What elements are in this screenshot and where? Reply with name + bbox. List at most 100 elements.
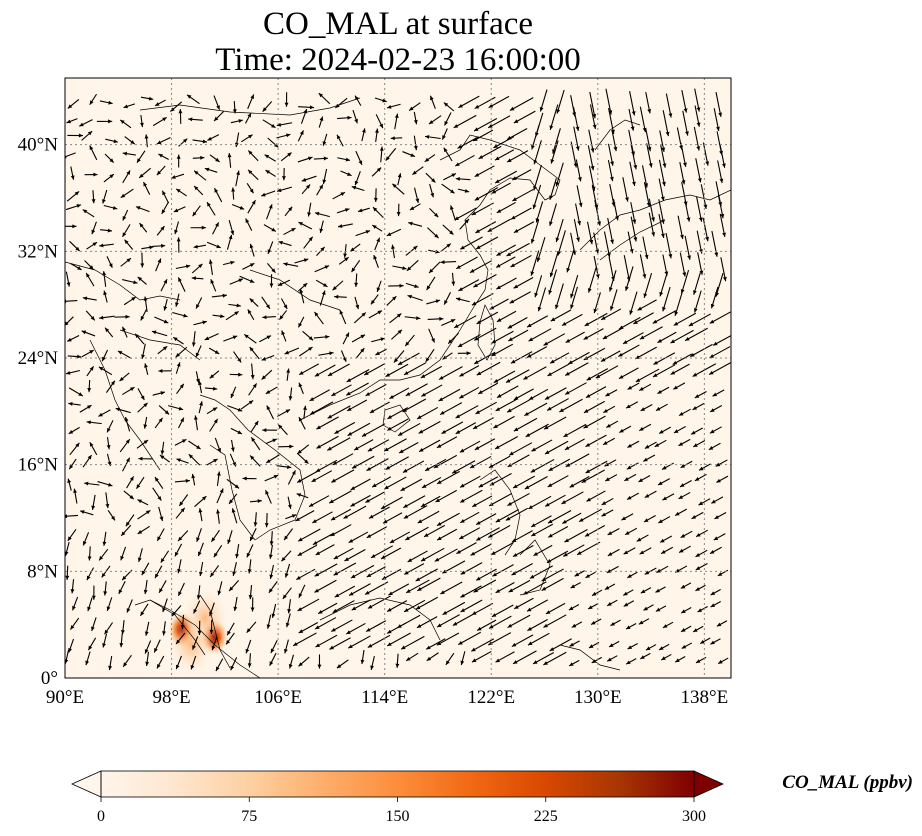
wind-arrow bbox=[120, 188, 134, 199]
wind-arrow bbox=[191, 331, 196, 347]
wind-arrow bbox=[475, 513, 497, 526]
wind-arrow bbox=[476, 361, 501, 376]
wind-arrow bbox=[680, 625, 692, 633]
wind-arrow bbox=[246, 183, 254, 194]
wind-arrow bbox=[624, 473, 637, 482]
wind-arrow bbox=[470, 543, 492, 556]
wind-arrow bbox=[138, 456, 153, 461]
wind-arrow bbox=[395, 653, 400, 668]
wind-arrow bbox=[392, 183, 405, 195]
wind-arrow bbox=[230, 386, 237, 399]
wind-arrow bbox=[212, 314, 225, 319]
wind-arrow bbox=[453, 114, 477, 129]
wind-arrow bbox=[72, 596, 79, 611]
wind-arrow bbox=[665, 93, 673, 118]
wind-arrow bbox=[365, 491, 385, 503]
wind-arrow bbox=[583, 328, 604, 341]
wind-arrow bbox=[653, 352, 676, 365]
wind-arrow bbox=[120, 524, 132, 537]
wind-arrow bbox=[403, 599, 426, 613]
wind-arrow bbox=[386, 228, 402, 237]
wind-arrow bbox=[623, 255, 631, 282]
wind-arrow bbox=[425, 638, 446, 650]
wind-arrow bbox=[507, 317, 528, 329]
wind-arrow bbox=[585, 571, 596, 579]
wind-arrow bbox=[168, 405, 184, 411]
wind-arrow bbox=[496, 201, 516, 214]
wind-arrow bbox=[206, 241, 221, 249]
wind-arrow bbox=[65, 649, 70, 664]
wind-arrow bbox=[409, 203, 421, 211]
wind-arrow bbox=[249, 527, 257, 542]
wind-arrow bbox=[455, 176, 471, 181]
wind-arrow bbox=[527, 632, 550, 646]
wind-arrow bbox=[144, 134, 149, 148]
wind-arrow bbox=[361, 423, 386, 437]
wind-arrow bbox=[442, 601, 466, 616]
wind-arrow bbox=[682, 110, 689, 136]
wind-arrow bbox=[628, 129, 636, 156]
wind-arrow bbox=[716, 475, 729, 483]
wind-arrow bbox=[449, 205, 457, 221]
wind-arrow bbox=[314, 364, 336, 377]
wind-arrow bbox=[86, 567, 95, 581]
wind-arrow bbox=[307, 202, 312, 217]
wind-arrow bbox=[471, 202, 494, 216]
wind-arrow bbox=[676, 127, 683, 150]
wind-arrow bbox=[618, 344, 640, 358]
wind-arrow bbox=[250, 597, 255, 612]
wind-arrow bbox=[86, 241, 98, 250]
wind-arrow bbox=[674, 656, 686, 663]
wind-arrow bbox=[171, 173, 185, 179]
wind-arrow bbox=[539, 89, 548, 112]
wind-arrow bbox=[174, 221, 180, 235]
wind-arrow bbox=[608, 256, 615, 281]
wind-arrow bbox=[288, 387, 293, 401]
wind-arrow bbox=[452, 614, 473, 626]
wind-arrow bbox=[440, 581, 463, 595]
wind-arrow bbox=[640, 652, 651, 660]
lat-tick-label: 24°N bbox=[18, 348, 59, 369]
wind-arrow bbox=[692, 440, 706, 448]
wind-arrow bbox=[606, 565, 619, 574]
wind-arrow bbox=[720, 257, 727, 282]
wind-arrow bbox=[235, 544, 240, 559]
colorbar-max-extension bbox=[693, 770, 724, 798]
wind-arrow bbox=[576, 185, 583, 208]
wind-arrow bbox=[443, 173, 457, 181]
wind-arrow bbox=[695, 549, 708, 558]
wind-arrow bbox=[571, 621, 583, 628]
wind-arrow bbox=[176, 237, 181, 253]
wind-arrow bbox=[678, 491, 691, 500]
wind-arrow bbox=[249, 346, 260, 360]
wind-arrow bbox=[416, 406, 439, 420]
wind-arrow bbox=[434, 548, 458, 562]
wind-arrow bbox=[216, 509, 220, 524]
wind-arrow bbox=[439, 402, 463, 416]
wind-arrow bbox=[415, 596, 439, 610]
wind-arrow bbox=[402, 460, 425, 473]
wind-arrow bbox=[638, 618, 650, 625]
wind-arrow bbox=[104, 153, 115, 163]
wind-arrow bbox=[198, 401, 203, 414]
wind-arrow bbox=[334, 294, 347, 299]
wind-arrow bbox=[709, 426, 722, 434]
wind-arrow bbox=[427, 227, 439, 239]
wind-arrow bbox=[367, 439, 390, 452]
wind-arrow bbox=[403, 563, 425, 575]
wind-arrow bbox=[175, 293, 180, 307]
wind-arrow bbox=[276, 133, 291, 139]
wind-arrow bbox=[694, 88, 701, 112]
wind-arrow bbox=[639, 106, 647, 133]
wind-arrow bbox=[681, 642, 693, 649]
wind-arrow bbox=[347, 422, 371, 437]
wind-arrow bbox=[302, 330, 314, 341]
wind-arrow bbox=[276, 465, 292, 469]
wind-arrow bbox=[105, 492, 110, 509]
wind-arrow bbox=[657, 331, 677, 344]
wind-arrow bbox=[319, 290, 326, 306]
wind-arrow bbox=[418, 420, 441, 434]
wind-arrow bbox=[122, 170, 131, 184]
wind-arrow bbox=[507, 492, 530, 507]
wind-arrow bbox=[177, 582, 185, 597]
